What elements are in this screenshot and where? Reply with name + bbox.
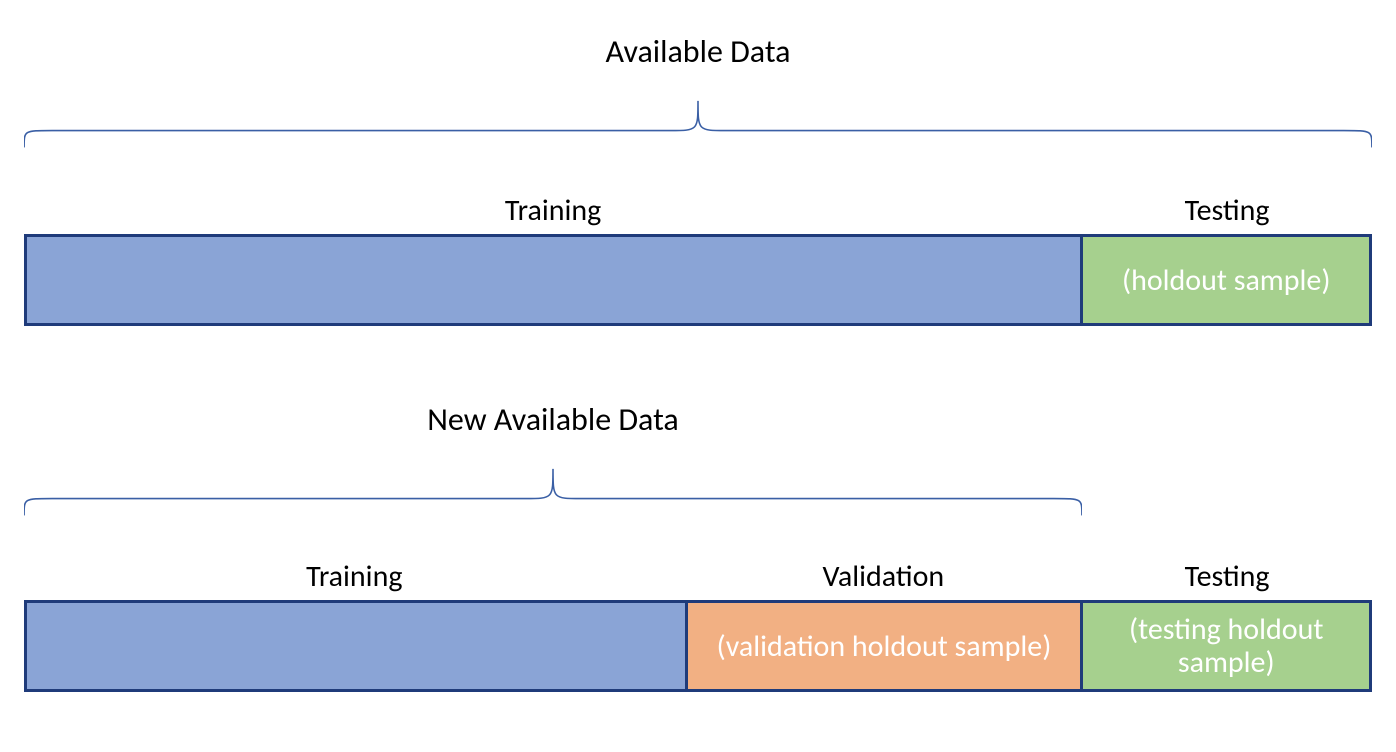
bottom-brace (24, 450, 1082, 524)
bottom-label-validation: Validation (685, 558, 1083, 595)
bottom-segment-training (27, 603, 685, 689)
top-segment-testing: (holdout sample) (1080, 237, 1369, 323)
bottom-segment-testing: (testing holdout sample) (1080, 603, 1369, 689)
bottom-segment-validation-text: (validation holdout sample) (717, 630, 1052, 663)
bottom-label-training: Training (24, 558, 685, 595)
top-bar: (holdout sample) (24, 234, 1372, 326)
top-segment-testing-text: (holdout sample) (1122, 264, 1330, 297)
top-segment-training (27, 237, 1080, 323)
top-brace (24, 82, 1372, 156)
bottom-title: New Available Data (24, 400, 1082, 439)
top-label-training: Training (24, 192, 1082, 229)
bottom-segment-testing-text: (testing holdout sample) (1091, 613, 1361, 679)
bottom-label-testing: Testing (1082, 558, 1372, 595)
bottom-bar: (validation holdout sample) (testing hold… (24, 600, 1372, 692)
top-label-testing: Testing (1082, 192, 1372, 229)
bottom-segment-validation: (validation holdout sample) (685, 603, 1081, 689)
top-title: Available Data (24, 32, 1372, 71)
